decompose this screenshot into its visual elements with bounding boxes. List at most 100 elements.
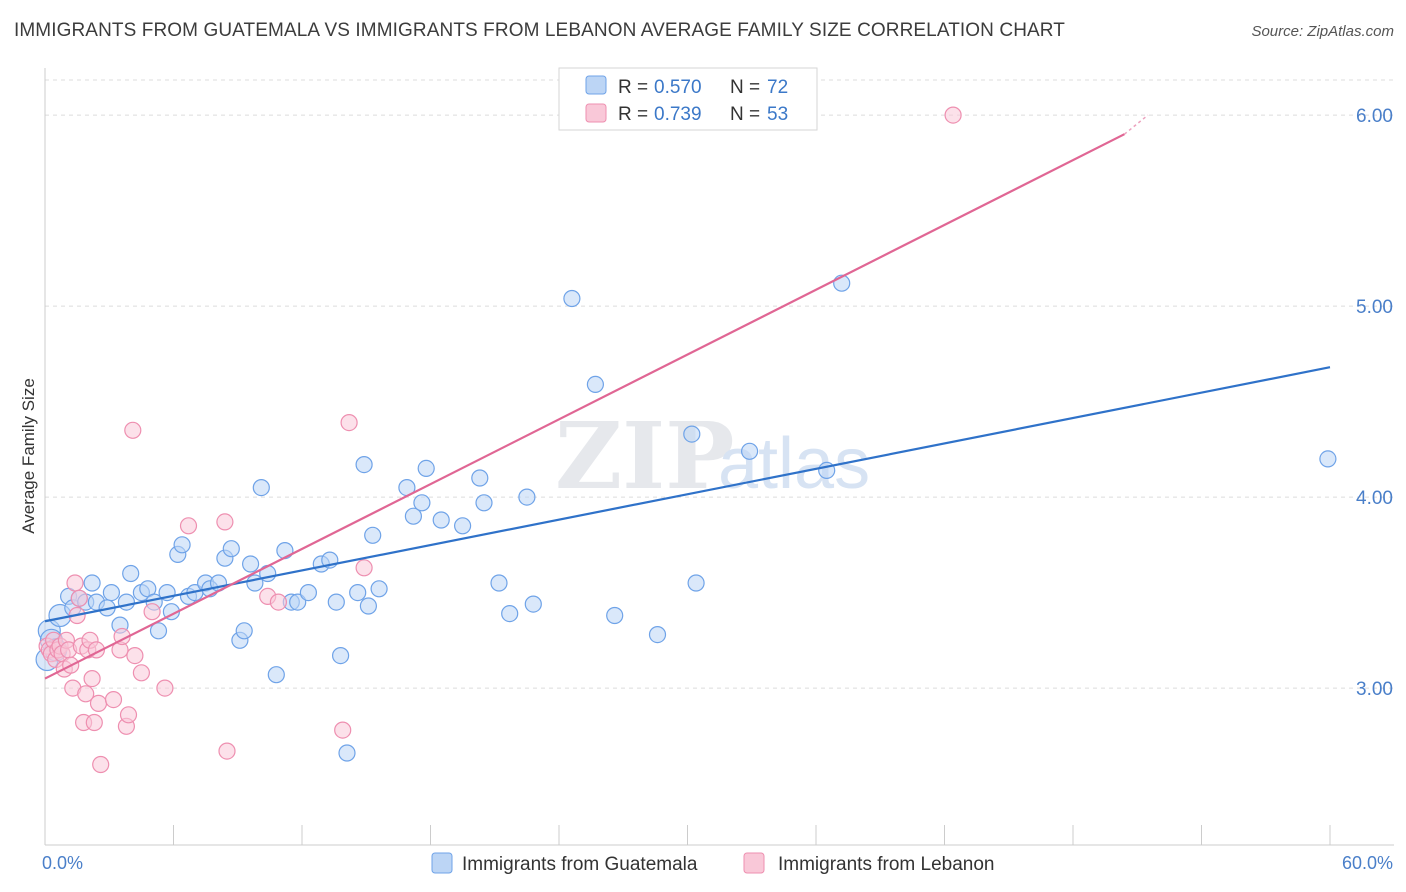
point-guatemala-60 — [490, 574, 508, 592]
point-guatemala-32 — [235, 622, 253, 640]
bottom-legend-swatch-lebanon — [743, 852, 765, 874]
point-guatemala-66 — [606, 606, 624, 625]
legend-n-value-2: 53 — [767, 104, 788, 125]
data-points — [35, 106, 1337, 774]
point-lebanon-41 — [334, 721, 352, 739]
chart-title: IMMIGRANTS FROM GUATEMALA VS IMMIGRANTS … — [14, 20, 1065, 41]
point-guatemala-35 — [252, 479, 270, 497]
y-axis-label: Average Family Size — [19, 378, 38, 534]
point-guatemala-62 — [518, 488, 536, 506]
point-lebanon-36 — [179, 517, 198, 535]
point-lebanon-25 — [92, 755, 110, 774]
point-guatemala-9 — [83, 574, 101, 592]
tick-labels: 3.00 4.00 5.00 6.00 0.0% 60.0% — [42, 106, 1393, 873]
point-guatemala-54 — [413, 494, 431, 512]
point-guatemala-12 — [102, 583, 121, 602]
legend-r-label-1: R = — [618, 77, 648, 98]
point-lebanon-32 — [126, 646, 144, 665]
point-lebanon-33 — [132, 664, 150, 682]
point-lebanon-21 — [83, 669, 101, 688]
point-lebanon-30 — [119, 706, 138, 724]
point-guatemala-33 — [242, 555, 260, 573]
point-lebanon-37 — [216, 513, 234, 531]
watermark-zip: ZIP — [555, 402, 734, 510]
point-guatemala-37 — [267, 666, 285, 684]
x-tick-label-0: 0.0% — [42, 853, 83, 873]
point-guatemala-58 — [471, 469, 489, 487]
point-guatemala-19 — [149, 622, 168, 640]
point-guatemala-53 — [404, 507, 422, 525]
legend-swatch-guatemala — [585, 75, 607, 95]
point-lebanon-18 — [77, 685, 95, 703]
bottom-legend-lebanon: Immigrants from Lebanon — [778, 854, 995, 875]
bottom-legend-guatemala: Immigrants from Guatemala — [462, 854, 698, 875]
grid-lines — [45, 79, 1394, 689]
point-guatemala-41 — [299, 583, 317, 602]
trend-lines — [44, 114, 1331, 680]
point-guatemala-46 — [338, 744, 356, 762]
point-guatemala-14 — [117, 593, 136, 611]
point-guatemala-57 — [454, 517, 472, 535]
trend-line-lebanon-dashed — [1123, 114, 1149, 135]
point-lebanon-35 — [156, 679, 174, 697]
legend-swatch-lebanon — [585, 103, 607, 123]
x-tick-label-1: 60.0% — [1342, 853, 1393, 873]
point-guatemala-59 — [475, 494, 493, 512]
point-guatemala-45 — [332, 646, 350, 665]
trend-line-guatemala — [44, 366, 1331, 623]
y-tick-label-1: 4.00 — [1356, 488, 1393, 509]
point-guatemala-49 — [359, 597, 377, 615]
legend-r-value-1: 0.570 — [654, 77, 702, 98]
point-guatemala-67 — [648, 625, 667, 644]
y-tick-label-0: 3.00 — [1356, 679, 1393, 700]
point-lebanon-44 — [944, 106, 962, 124]
point-lebanon-26 — [104, 690, 123, 709]
legend-n-value-1: 72 — [767, 77, 788, 98]
point-guatemala-50 — [364, 526, 382, 544]
point-guatemala-63 — [524, 595, 542, 613]
point-guatemala-70 — [740, 442, 759, 460]
bottom-legend: Immigrants from Guatemala Immigrants fro… — [431, 852, 995, 875]
point-guatemala-69 — [687, 574, 705, 592]
point-guatemala-64 — [563, 289, 581, 308]
point-guatemala-44 — [327, 593, 345, 611]
point-guatemala-30 — [222, 540, 240, 558]
point-lebanon-34 — [143, 603, 161, 621]
axes — [44, 68, 1394, 846]
point-lebanon-13 — [66, 574, 84, 592]
point-lebanon-22 — [85, 713, 103, 732]
point-guatemala-15 — [122, 564, 140, 583]
legend-r-value-2: 0.739 — [654, 104, 702, 125]
bottom-legend-swatch-guatemala — [431, 852, 453, 874]
point-lebanon-42 — [340, 414, 358, 432]
point-lebanon-24 — [89, 694, 108, 713]
trend-line-lebanon — [44, 133, 1125, 680]
point-guatemala-56 — [432, 511, 450, 529]
point-lebanon-43 — [355, 559, 373, 577]
point-guatemala-68 — [683, 425, 701, 443]
legend-n-label-1: N = — [730, 77, 760, 98]
point-guatemala-73 — [1319, 450, 1337, 468]
point-lebanon-31 — [124, 421, 142, 439]
point-lebanon-40 — [269, 593, 287, 611]
source-label: Source: ZipAtlas.com — [1251, 23, 1394, 40]
watermark: ZIP atlas — [555, 402, 870, 510]
point-guatemala-51 — [370, 580, 388, 598]
point-guatemala-40 — [289, 593, 307, 611]
y-tick-label-2: 5.00 — [1356, 297, 1393, 318]
watermark-atlas: atlas — [718, 424, 870, 504]
legend-n-label-2: N = — [730, 104, 760, 125]
point-guatemala-38 — [276, 541, 294, 560]
legend: R = 0.570 N = 72 R = 0.739 N = 53 — [558, 67, 818, 131]
point-guatemala-55 — [417, 459, 435, 477]
point-guatemala-48 — [355, 456, 373, 474]
point-guatemala-65 — [586, 375, 605, 393]
point-lebanon-38 — [218, 742, 236, 760]
y-tick-label-3: 6.00 — [1356, 106, 1393, 127]
point-guatemala-23 — [173, 536, 191, 554]
legend-r-label-2: R = — [618, 104, 648, 125]
point-guatemala-47 — [349, 583, 367, 602]
point-lebanon-15 — [70, 589, 88, 607]
point-guatemala-61 — [501, 604, 519, 623]
